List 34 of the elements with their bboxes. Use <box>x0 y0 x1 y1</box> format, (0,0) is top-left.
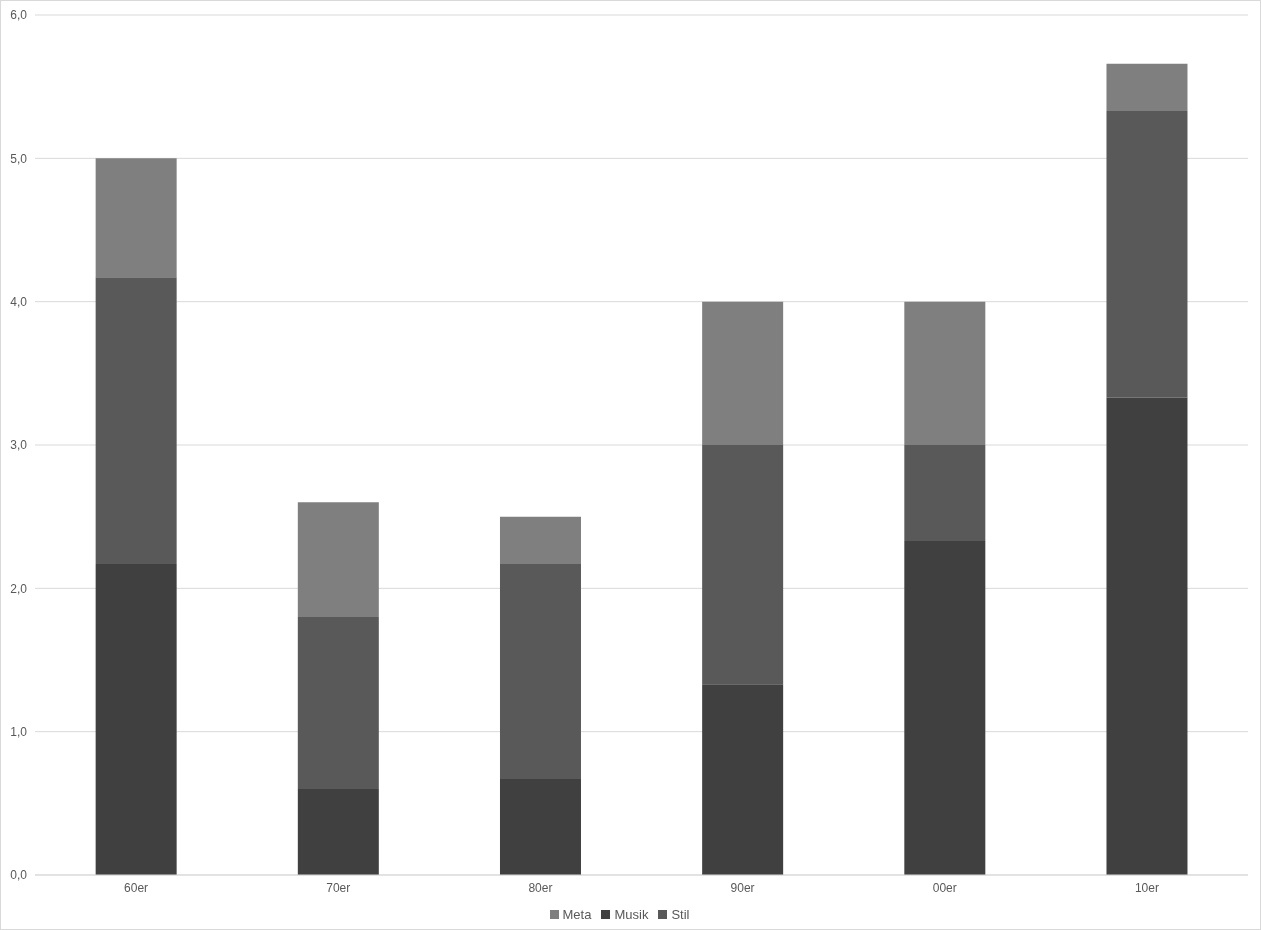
x-tick-label: 90er <box>730 880 755 895</box>
bar <box>702 684 784 875</box>
bar <box>1106 63 1188 112</box>
x-tick-label: 10er <box>1134 880 1159 895</box>
bar <box>499 563 581 779</box>
legend-label: Stil <box>671 907 690 922</box>
x-tick-label: 60er <box>124 880 149 895</box>
bar <box>95 563 177 875</box>
bar <box>904 445 986 542</box>
bar <box>297 789 379 875</box>
bar <box>904 541 986 875</box>
x-tick-label: 70er <box>326 880 351 895</box>
x-tick-label: 00er <box>932 880 957 895</box>
bar <box>702 301 784 445</box>
bar <box>95 277 177 564</box>
bar <box>297 617 379 789</box>
y-tick-label: 4,0 <box>10 294 28 309</box>
bar <box>499 516 581 564</box>
y-tick-label: 5,0 <box>10 151 28 166</box>
x-tick-label: 80er <box>528 880 553 895</box>
legend-label: Musik <box>614 907 649 922</box>
bar <box>904 301 986 445</box>
y-tick-label: 2,0 <box>10 581 28 596</box>
bar <box>1106 397 1188 875</box>
bar <box>499 778 581 875</box>
bar <box>95 158 177 278</box>
y-tick-label: 3,0 <box>10 438 28 453</box>
y-tick-label: 6,0 <box>10 8 28 23</box>
bar <box>297 502 379 617</box>
bar <box>702 445 784 685</box>
y-tick-label: 1,0 <box>10 724 28 739</box>
y-tick-label: 0,0 <box>10 868 28 883</box>
bar <box>1106 111 1188 398</box>
legend-label: Meta <box>562 907 592 922</box>
